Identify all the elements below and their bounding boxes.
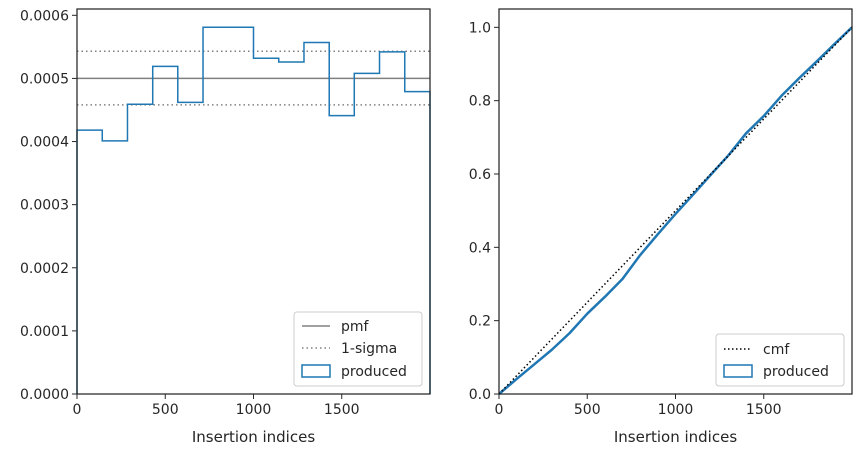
x-tick-label: 0 [495,402,504,418]
y-tick-label: 0.0002 [20,261,69,277]
legend-box [293,311,423,387]
x-tick-label: 1500 [324,402,360,418]
cmf-line [498,26,853,395]
legend-sigma-label: 1-sigma [341,341,397,357]
y-tick-label: 0.0003 [20,198,69,214]
plot-frame [76,8,431,395]
produced-cumulative-line [498,26,853,395]
y-tick-label: 0.2 [469,314,491,330]
y-tick-label: 1.0 [469,20,491,36]
x-tick-label: 500 [574,402,601,418]
y-tick-label: 0.0005 [20,71,69,87]
x-tick-label: 0 [73,402,82,418]
y-tick-label: 0.6 [469,167,491,183]
x-tick-label: 500 [152,402,179,418]
y-tick-label: 0.0 [469,387,491,403]
legend-cmf-label: cmf [763,342,790,358]
y-tick-label: 0.0004 [20,135,69,151]
x-tick-label: 1000 [658,402,694,418]
y-tick-label: 0.0006 [20,8,69,24]
x-tick-label: 1000 [236,402,272,418]
produced-histogram [76,26,431,394]
x-axis-label: Insertion indices [192,428,315,446]
y-tick-label: 0.4 [469,240,491,256]
y-tick-label: 0.0000 [20,387,69,403]
legend-box [715,333,845,387]
legend-produced-label: produced [341,364,407,380]
y-tick-label: 0.0001 [20,324,69,340]
pmf-panel: 0 500 1000 1500 0.0000 0.0001 0.0002 0.0003 0.00… [20,8,431,446]
x-tick-label: 1500 [746,402,782,418]
y-tick-label: 0.8 [469,94,491,110]
legend: cmf produced [715,333,845,387]
legend-produced-swatch [301,364,331,378]
legend: pmf 1-sigma produced [293,311,423,387]
cmf-panel: 0 500 1000 1500 0.0 0.2 0.4 0.6 0.8 1.0 Insertion … [469,8,853,446]
legend-pmf-label: pmf [341,319,370,335]
x-axis-label: Insertion indices [614,428,737,446]
legend-produced-label: produced [763,364,829,380]
legend-produced-swatch [723,364,753,378]
plot-frame [498,8,853,395]
